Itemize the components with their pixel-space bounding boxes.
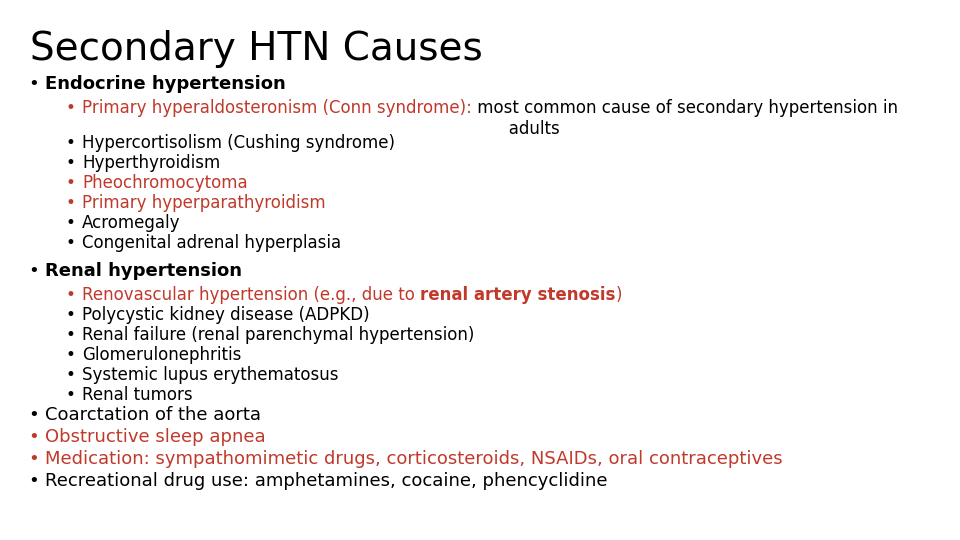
Text: Glomerulonephritis: Glomerulonephritis [82,346,241,364]
Text: Pheochromocytoma: Pheochromocytoma [82,174,248,192]
Text: •: • [65,214,75,232]
Text: most common cause of secondary hypertension in
       adults: most common cause of secondary hypertens… [472,99,898,138]
Text: Obstructive sleep apnea: Obstructive sleep apnea [45,428,266,446]
Text: Primary hyperaldosteronism (Conn syndrome):: Primary hyperaldosteronism (Conn syndrom… [82,99,472,117]
Text: •: • [65,326,75,344]
Text: Systemic lupus erythematosus: Systemic lupus erythematosus [82,366,339,384]
Text: Congenital adrenal hyperplasia: Congenital adrenal hyperplasia [82,234,341,252]
Text: •: • [65,386,75,404]
Text: Renal hypertension: Renal hypertension [45,262,242,280]
Text: Acromegaly: Acromegaly [82,214,180,232]
Text: Hyperthyroidism: Hyperthyroidism [82,154,220,172]
Text: Renal failure (renal parenchymal hypertension): Renal failure (renal parenchymal hyperte… [82,326,474,344]
Text: •: • [28,450,38,468]
Text: •: • [65,286,75,304]
Text: Recreational drug use: amphetamines, cocaine, phencyclidine: Recreational drug use: amphetamines, coc… [45,472,608,490]
Text: Secondary HTN Causes: Secondary HTN Causes [30,30,483,68]
Text: Polycystic kidney disease (ADPKD): Polycystic kidney disease (ADPKD) [82,306,370,324]
Text: Endocrine hypertension: Endocrine hypertension [45,75,286,93]
Text: •: • [28,262,38,280]
Text: •: • [28,428,38,446]
Text: •: • [28,75,38,93]
Text: ): ) [615,286,622,304]
Text: •: • [65,154,75,172]
Text: •: • [28,406,38,424]
Text: Medication: sympathomimetic drugs, corticosteroids, NSAIDs, oral contraceptives: Medication: sympathomimetic drugs, corti… [45,450,782,468]
Text: Renal tumors: Renal tumors [82,386,193,404]
Text: Hypercortisolism (Cushing syndrome): Hypercortisolism (Cushing syndrome) [82,134,395,152]
Text: Primary hyperparathyroidism: Primary hyperparathyroidism [82,194,325,212]
Text: •: • [65,234,75,252]
Text: •: • [65,134,75,152]
Text: •: • [65,99,75,117]
Text: •: • [28,472,38,490]
Text: renal artery stenosis: renal artery stenosis [420,286,615,304]
Text: •: • [65,174,75,192]
Text: •: • [65,306,75,324]
Text: Coarctation of the aorta: Coarctation of the aorta [45,406,261,424]
Text: •: • [65,366,75,384]
Text: •: • [65,346,75,364]
Text: •: • [65,194,75,212]
Text: Renovascular hypertension (e.g., due to: Renovascular hypertension (e.g., due to [82,286,420,304]
